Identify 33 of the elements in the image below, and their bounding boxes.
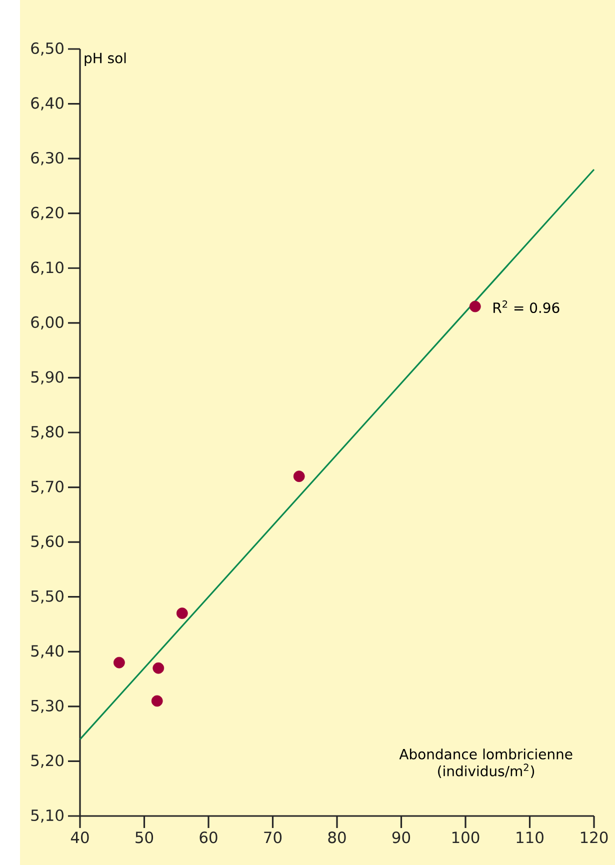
y-tick-label: 5,20: [31, 754, 64, 768]
x-tick-label: 70: [264, 832, 282, 844]
y-tick-label: 5,10: [31, 809, 64, 823]
y-tick-label: 5,50: [31, 590, 64, 604]
y-tick-label: 6,20: [31, 206, 64, 220]
point: [113, 656, 125, 668]
annotation: R$^{2}$ = 0.96: [494, 300, 560, 314]
x-tick-label: 80: [328, 832, 346, 844]
x-tick-label: 100: [452, 832, 480, 844]
point: [293, 470, 305, 482]
point: [176, 608, 188, 619]
point: [152, 662, 164, 674]
x-tick-label: 90: [392, 832, 410, 844]
y-tick-label: 5,90: [31, 371, 64, 384]
point: [469, 300, 481, 312]
point: [151, 695, 163, 707]
x-tick-label: 60: [200, 832, 218, 844]
x-tick-label: 120: [580, 832, 608, 844]
y-tick-label: 6,00: [31, 316, 64, 330]
x-tick-label: 110: [516, 832, 544, 844]
x-axis-title: Abondance lombricienne (individus/m$^{2}$): [399, 748, 572, 778]
y-tick-label: 6,50: [31, 42, 64, 56]
y-tick-label: 6,10: [31, 262, 64, 275]
y-axis-title: pH sol: [84, 52, 126, 66]
y-tick-label: 5,40: [31, 645, 64, 658]
y-tick-label: 5,80: [31, 426, 64, 440]
y-tick-label: 5,60: [31, 535, 64, 549]
y-tick-label: 5,70: [31, 480, 64, 494]
y-tick-label: 5,30: [31, 700, 64, 714]
x-tick-label: 50: [136, 832, 154, 844]
y-tick-label: 6,40: [31, 97, 64, 110]
y-tick-label: 6,30: [31, 152, 64, 166]
x-tick-label: 40: [70, 832, 89, 844]
